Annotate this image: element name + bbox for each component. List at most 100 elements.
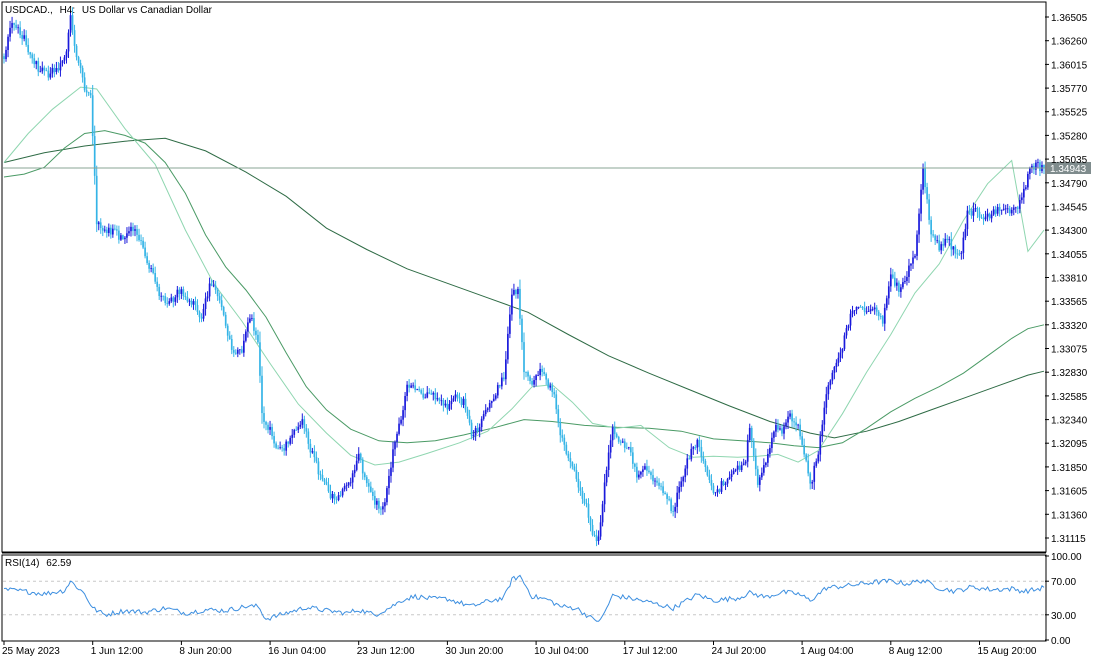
candle <box>835 359 838 373</box>
candle-body <box>335 499 338 501</box>
candle-body <box>547 379 550 388</box>
candle <box>569 452 572 469</box>
candle-body <box>406 384 408 396</box>
candle-body <box>861 306 864 308</box>
time-tick-label: 10 Jul 04:00 <box>534 646 589 657</box>
candle <box>120 232 122 241</box>
candle <box>781 424 783 437</box>
candle <box>319 470 322 481</box>
candle <box>29 51 32 59</box>
candle-body <box>402 410 404 420</box>
candle-body <box>27 44 30 53</box>
candle <box>952 245 955 256</box>
candle <box>648 465 650 474</box>
candle <box>494 393 497 401</box>
rsi-header: RSI(14) 62.59 <box>5 558 72 569</box>
candle <box>1025 185 1027 191</box>
candle-body <box>513 289 515 295</box>
candle <box>579 481 582 496</box>
candle-body <box>230 339 233 350</box>
candle-body <box>964 229 967 238</box>
candle-body <box>311 451 314 453</box>
candle <box>456 392 459 402</box>
candle-body <box>325 481 328 485</box>
candle <box>1043 164 1045 175</box>
candle <box>545 372 548 385</box>
candle-body <box>714 492 717 494</box>
time-tick-label: 8 Aug 12:00 <box>889 646 943 657</box>
candle <box>583 492 586 506</box>
candle <box>601 500 604 527</box>
candle-body <box>871 309 874 311</box>
candle <box>253 312 255 336</box>
candle <box>599 515 602 540</box>
candle-body <box>1027 173 1029 188</box>
candle-body <box>621 441 624 443</box>
candle <box>275 441 277 450</box>
candle <box>180 286 183 300</box>
candle <box>791 409 793 428</box>
candle-body <box>583 498 586 504</box>
candle <box>398 417 400 436</box>
candle <box>936 235 939 244</box>
candle <box>958 249 961 257</box>
candle-body <box>446 403 449 410</box>
candle <box>873 302 876 315</box>
candle <box>327 477 330 493</box>
candle-body <box>783 426 785 434</box>
candle <box>845 324 848 339</box>
candle <box>19 21 21 39</box>
candle-body <box>55 68 58 72</box>
candle <box>285 439 288 456</box>
candle-body <box>398 423 400 434</box>
candle <box>871 306 874 312</box>
candle <box>980 214 983 219</box>
price-tick-label: 1.35280 <box>1051 131 1088 142</box>
candle-body <box>517 288 519 295</box>
candle <box>692 446 695 455</box>
candle <box>323 477 326 486</box>
candle <box>527 370 529 381</box>
time-tick-label: 15 Aug 20:00 <box>978 646 1037 657</box>
candle <box>464 393 467 413</box>
candle <box>591 519 594 537</box>
candle-body <box>1035 162 1037 170</box>
candle-body <box>591 524 594 535</box>
candle-body <box>545 374 548 380</box>
candle <box>906 271 908 286</box>
candle <box>533 375 535 388</box>
candle-body <box>668 498 670 500</box>
candle <box>885 295 888 311</box>
candle-body <box>1037 162 1039 164</box>
candle-body <box>575 470 578 479</box>
candle <box>636 462 638 483</box>
candle-body <box>313 451 316 458</box>
candle <box>178 287 181 301</box>
candle <box>164 293 167 306</box>
candle <box>859 304 862 308</box>
candle <box>261 366 263 424</box>
candle-body <box>464 398 467 410</box>
candle <box>470 419 473 440</box>
candle <box>15 19 17 30</box>
candle <box>7 34 9 58</box>
candle <box>1014 206 1017 213</box>
candle <box>750 425 753 448</box>
candle-body <box>934 235 937 241</box>
candle <box>321 469 324 482</box>
candle <box>698 436 701 452</box>
candle <box>577 472 580 493</box>
candle-body <box>775 424 777 432</box>
candle <box>789 410 791 420</box>
candle-body <box>748 427 751 440</box>
candle <box>400 415 402 426</box>
candle-body <box>210 283 213 286</box>
candle-body <box>710 479 713 486</box>
candle-body <box>758 477 761 485</box>
candle <box>817 451 820 464</box>
candle-body <box>557 409 560 422</box>
candle <box>722 479 725 487</box>
price-axis: 1.36505 1.36260 1.36015 1.35770 1.35525 1.352… <box>1045 13 1088 545</box>
candle <box>843 332 846 351</box>
